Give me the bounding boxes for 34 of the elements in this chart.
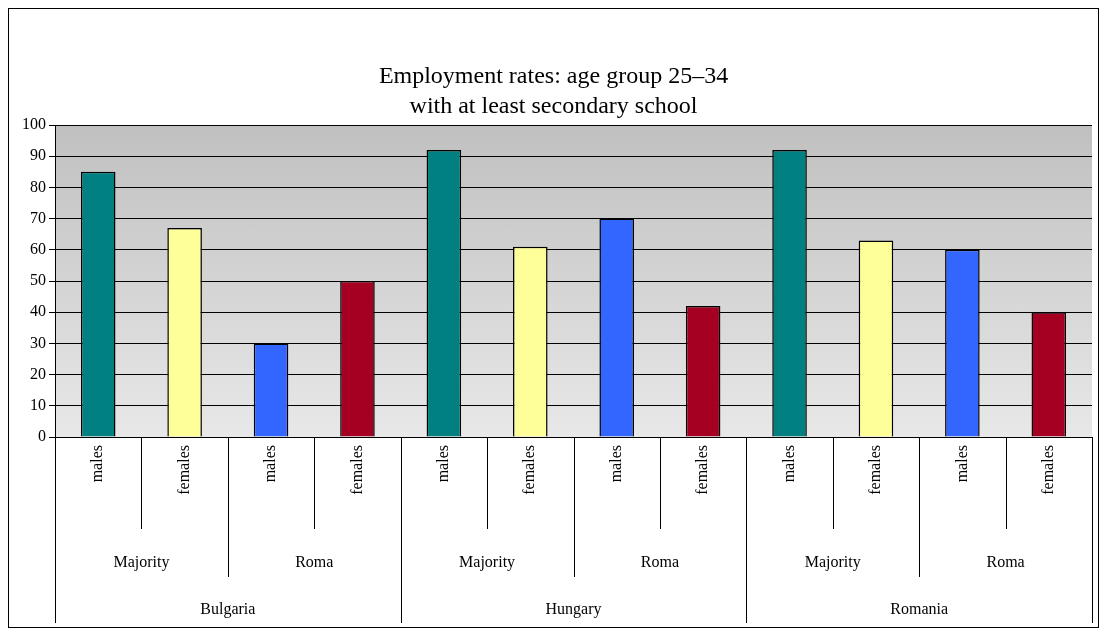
text: Majority: [804, 553, 861, 572]
chart-title: Employment rates: age group 25–34: [378, 62, 729, 88]
x-tick-label: females: [693, 445, 711, 495]
text: Majority: [459, 553, 516, 572]
x-tick-label: females: [1038, 445, 1056, 495]
x-tick-label: males: [952, 445, 970, 483]
x-tick-label: males: [261, 445, 279, 483]
y-tick-label: 40: [30, 302, 46, 320]
y-tick-label: 60: [30, 240, 46, 257]
y-tick-label: 0: [38, 427, 46, 445]
y-tick-label: 30: [30, 333, 46, 351]
x-tick-label: females: [520, 445, 538, 495]
x-tick-label: females: [866, 445, 884, 495]
x-tick-label: males: [606, 445, 624, 483]
text: Roma: [640, 553, 680, 571]
y-tick-label: 80: [30, 177, 46, 195]
text: Roma: [295, 553, 334, 571]
x-tick-label: males: [779, 445, 797, 483]
y-tick-label: 50: [30, 271, 46, 289]
text: Romania: [890, 600, 949, 618]
y-tick-label: 10: [30, 396, 46, 413]
x-tick-label: males: [434, 445, 452, 483]
x-tick-label: females: [347, 445, 365, 495]
y-tick-label: 100: [22, 115, 46, 133]
x-tick-label: females: [174, 445, 192, 495]
text: Hungary: [545, 600, 602, 619]
y-tick-label: 20: [30, 364, 46, 382]
y-tick-label: 70: [30, 208, 46, 226]
chart-subtitle: with at least secondary school: [409, 92, 698, 118]
text: Majority: [113, 553, 170, 572]
text: Bulgaria: [200, 600, 256, 619]
x-tick-label: males: [88, 445, 106, 483]
y-tick-label: 90: [30, 146, 46, 164]
text: Roma: [986, 553, 1025, 571]
